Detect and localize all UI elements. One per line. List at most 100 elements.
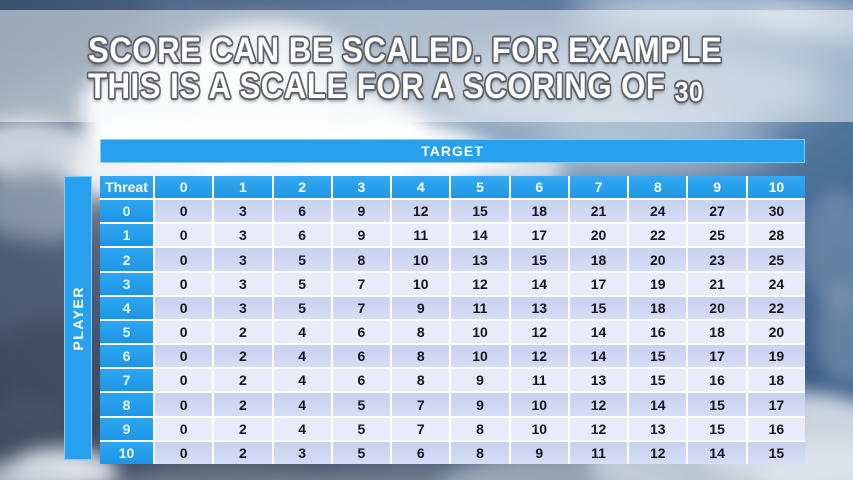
table-cell: 6	[332, 369, 391, 392]
table-cell: 6	[332, 320, 391, 344]
table-cell: 17	[569, 272, 628, 295]
table-cell: 0	[155, 393, 213, 416]
table-cell: 21	[688, 272, 746, 295]
table-cell: 5	[273, 296, 331, 319]
table-cell: 5	[273, 272, 331, 295]
table-cell: 4	[273, 417, 331, 440]
row-label-5: 5	[100, 320, 153, 344]
row-label-6: 6	[100, 345, 153, 368]
table-cell: 0	[155, 369, 213, 392]
table-cell: 15	[569, 296, 628, 319]
table-cell: 15	[451, 200, 509, 223]
table-cell: 12	[569, 393, 628, 416]
table-cell: 11	[569, 441, 628, 464]
table-cell: 6	[273, 224, 331, 247]
table-cell: 4	[273, 393, 331, 416]
table-cell: 14	[629, 393, 687, 416]
table-cell: 12	[392, 200, 450, 223]
table-cell: 17	[510, 224, 568, 247]
column-header-3: 3	[332, 176, 391, 199]
table-cell: 4	[273, 369, 331, 392]
table-cell: 7	[332, 272, 391, 295]
table-cell: 22	[747, 296, 805, 319]
table-cell: 3	[214, 200, 272, 223]
row-label-9: 9	[100, 417, 153, 440]
table-cell: 13	[569, 369, 628, 392]
table-cell: 19	[747, 345, 805, 368]
table-cell: 10	[510, 417, 568, 440]
table-cell: 14	[569, 320, 628, 344]
table-cell: 8	[451, 441, 509, 464]
table-cell: 3	[273, 441, 331, 464]
table-cell: 10	[392, 248, 450, 271]
table-cell: 17	[747, 393, 805, 416]
table-cell: 4	[273, 345, 331, 368]
table-cell: 8	[451, 417, 509, 440]
table-cell: 7	[392, 417, 450, 440]
table-cell: 15	[629, 369, 687, 392]
table-cell: 30	[747, 200, 805, 223]
table-cell: 18	[629, 296, 687, 319]
table-cell: 8	[392, 369, 450, 392]
player-banner: PLAYER	[64, 176, 92, 460]
title-line-2: THIS IS A SCALE FOR A SCORING OF 30	[88, 69, 722, 108]
table-cell: 2	[214, 417, 272, 440]
table-cell: 12	[510, 320, 568, 344]
table-cell: 20	[629, 248, 687, 271]
table-cell: 16	[629, 320, 687, 344]
column-header-10: 10	[747, 176, 805, 199]
table-cell: 0	[155, 345, 213, 368]
table-cell: 11	[451, 296, 509, 319]
table-cell: 14	[688, 441, 746, 464]
table-cell: 20	[747, 320, 805, 344]
table-cell: 9	[451, 369, 509, 392]
table-cell: 2	[214, 345, 272, 368]
table-cell: 3	[214, 248, 272, 271]
table-cell: 2	[214, 393, 272, 416]
table-cell: 13	[451, 248, 509, 271]
table-cell: 11	[510, 369, 568, 392]
table-cell: 8	[392, 345, 450, 368]
table-cell: 2	[214, 441, 272, 464]
table-cell: 5	[332, 417, 391, 440]
table-cell: 21	[569, 200, 628, 223]
table-cell: 5	[332, 441, 391, 464]
table-cell: 8	[392, 320, 450, 344]
table-cell: 19	[629, 272, 687, 295]
table-cell: 3	[214, 296, 272, 319]
table-cell: 9	[332, 224, 391, 247]
row-label-10: 10	[100, 441, 153, 464]
table-cell: 20	[688, 296, 746, 319]
row-label-4: 4	[100, 296, 153, 319]
table-cell: 14	[451, 224, 509, 247]
table-cell: 6	[392, 441, 450, 464]
table-cell: 20	[569, 224, 628, 247]
table-cell: 13	[510, 296, 568, 319]
table-cell: 15	[510, 248, 568, 271]
table-cell: 15	[629, 345, 687, 368]
corner-header-threat: Threat	[100, 176, 153, 199]
table-cell: 0	[155, 224, 213, 247]
table-cell: 11	[392, 224, 450, 247]
table-cell: 5	[332, 393, 391, 416]
table-cell: 0	[155, 248, 213, 271]
column-header-9: 9	[688, 176, 746, 199]
column-header-8: 8	[629, 176, 687, 199]
column-header-6: 6	[510, 176, 568, 199]
table-cell: 7	[392, 393, 450, 416]
table-cell: 25	[747, 248, 805, 271]
score-table: Threat 0 1 2 3 4 5 6 7 8 9 10 0 0 3 6 9 12 15 18 21 24 27 30 1 0 3…	[100, 176, 805, 464]
table-cell: 23	[688, 248, 746, 271]
table-cell: 16	[688, 369, 746, 392]
table-cell: 0	[155, 296, 213, 319]
table-cell: 18	[569, 248, 628, 271]
table-cell: 12	[510, 345, 568, 368]
table-cell: 17	[688, 345, 746, 368]
player-banner-label: PLAYER	[70, 285, 86, 351]
title-scale-number: 30	[674, 76, 704, 107]
row-label-1: 1	[100, 224, 153, 247]
row-label-8: 8	[100, 393, 153, 416]
table-cell: 8	[332, 248, 391, 271]
table-cell: 12	[569, 417, 628, 440]
